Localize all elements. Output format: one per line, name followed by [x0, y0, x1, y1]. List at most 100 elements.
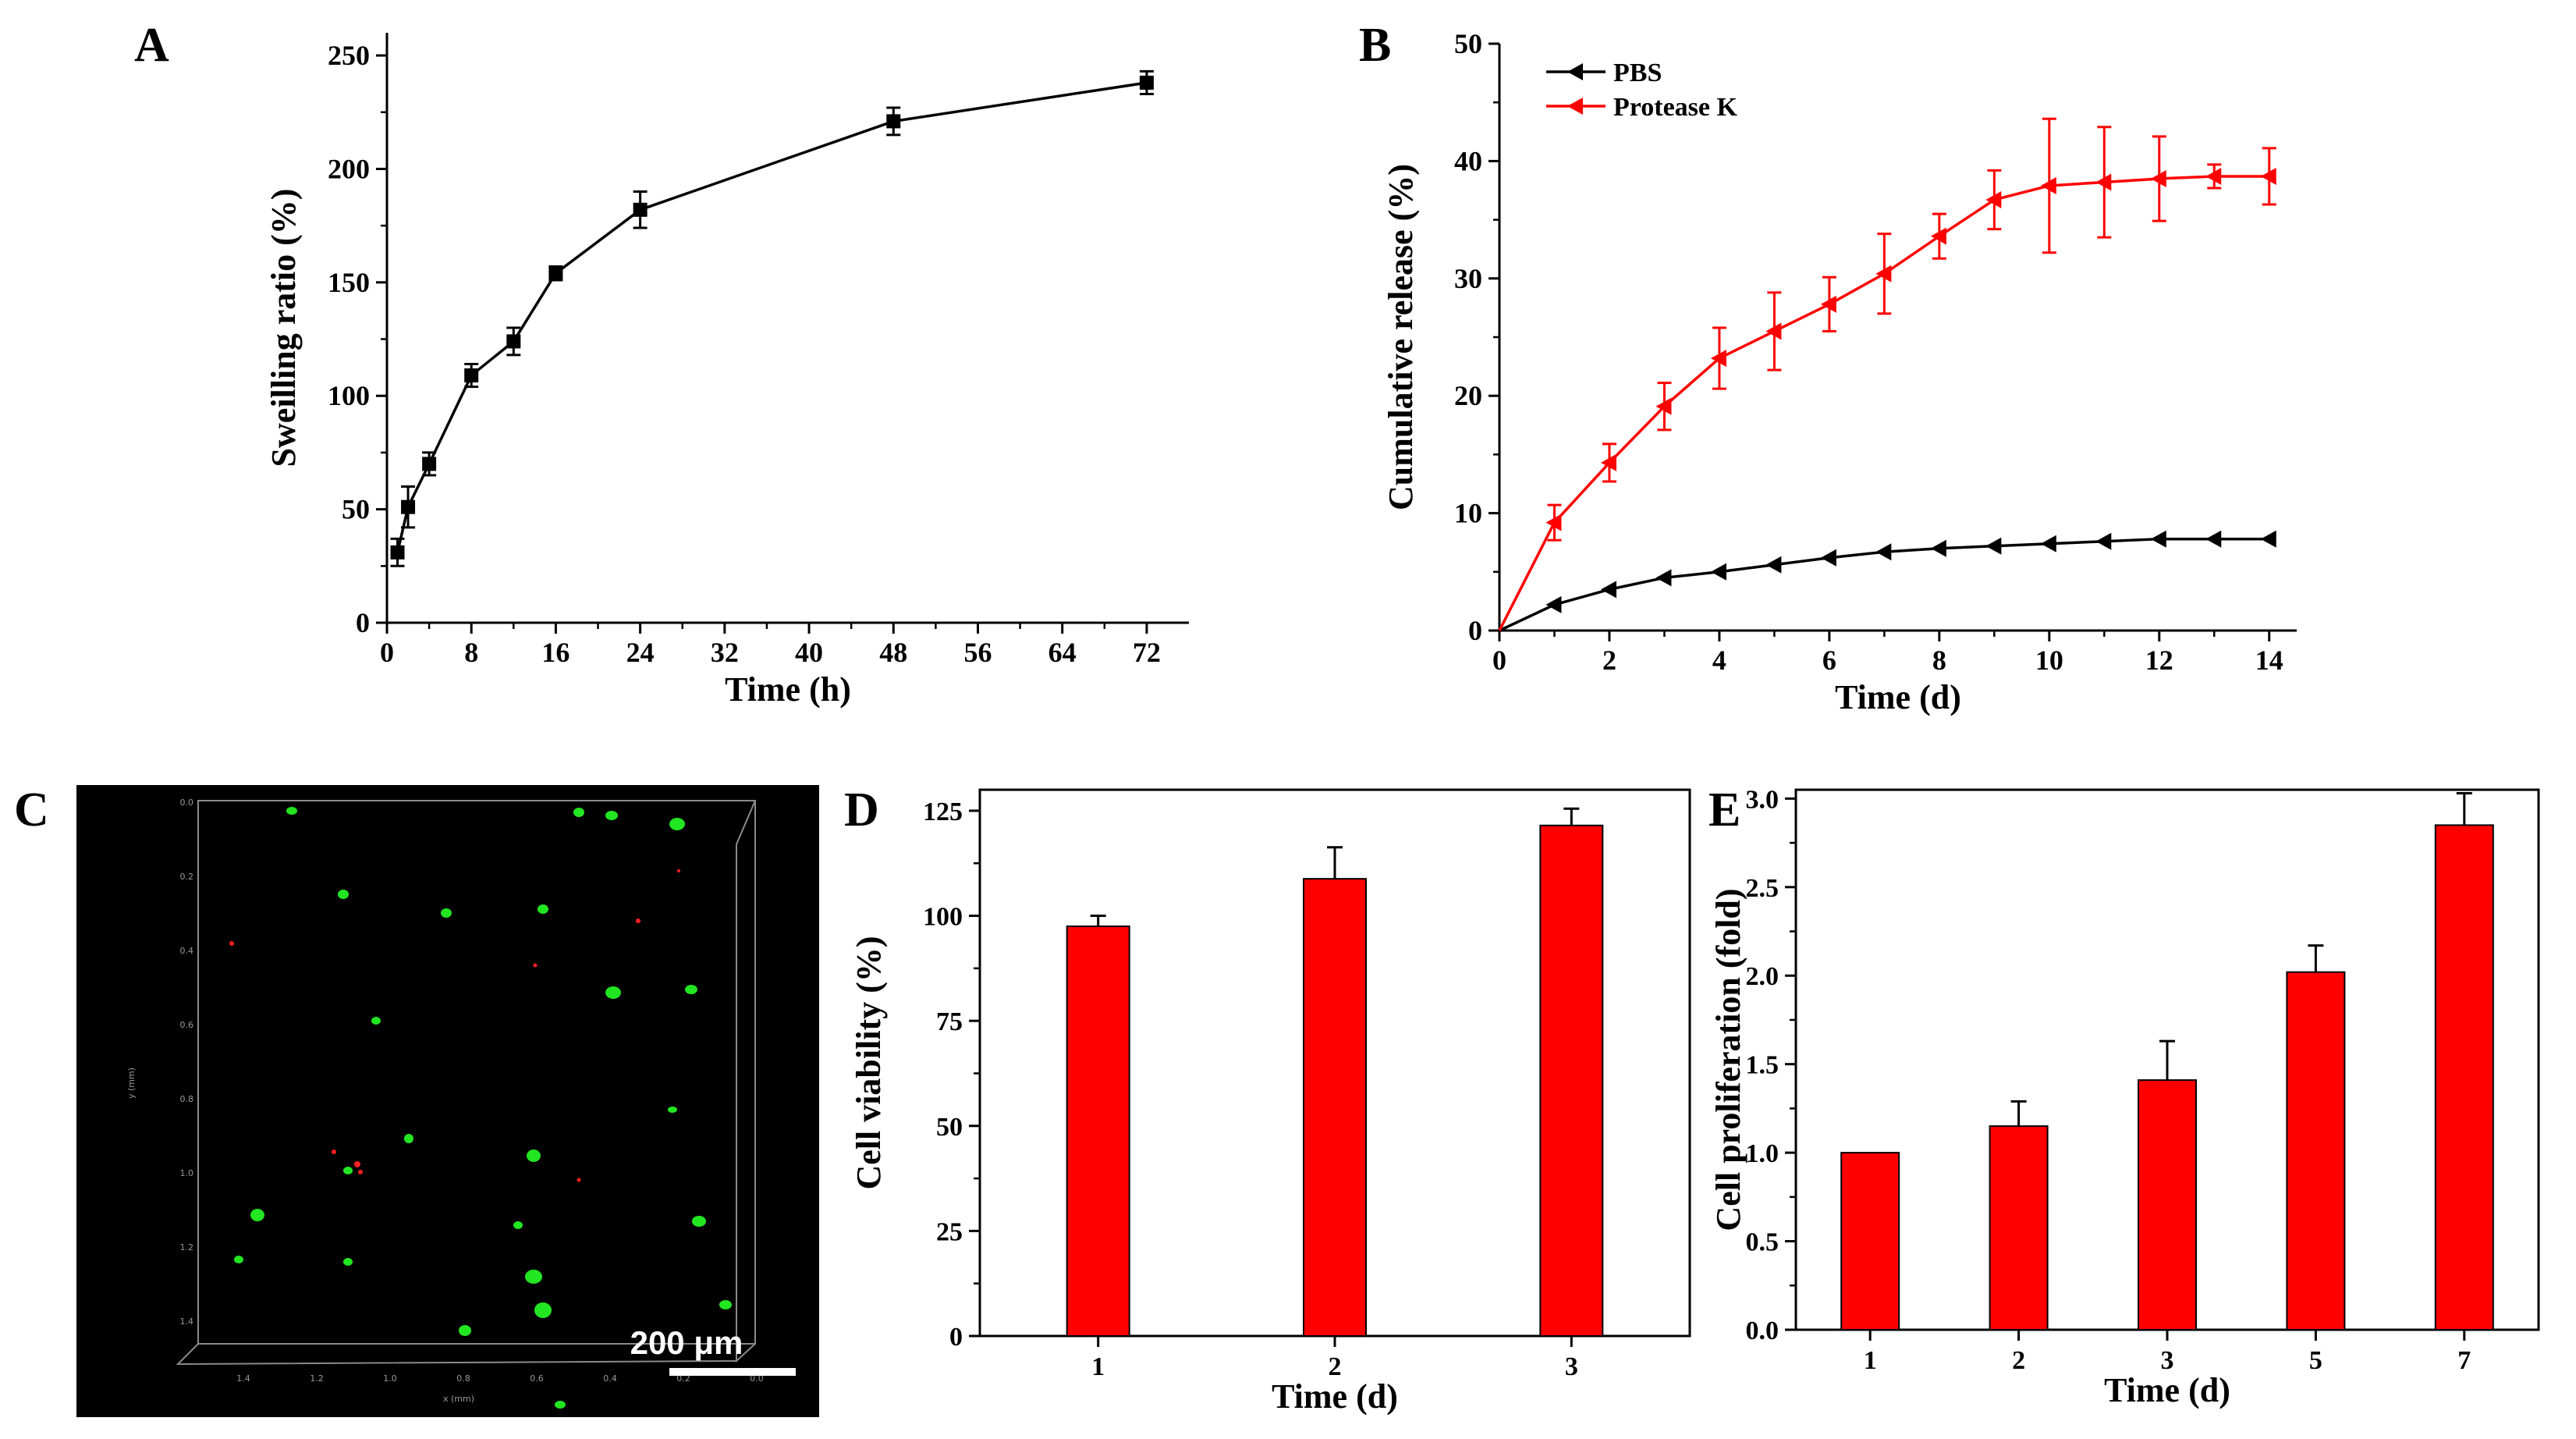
y-axis-title: Sweilling ratio (%)	[264, 189, 303, 467]
x-tick-label: 5	[2309, 1346, 2322, 1375]
bar-5	[2286, 971, 2346, 1331]
data-point	[390, 545, 405, 560]
live-cell	[338, 890, 349, 899]
data-point	[1875, 265, 1892, 282]
legend-marker	[1567, 63, 1583, 80]
data-point	[1600, 581, 1616, 599]
scale-bar-label: 200 μm	[630, 1324, 743, 1361]
micrograph-x-tick: 1.0	[383, 1373, 397, 1384]
y-tick-label: 2.5	[1746, 874, 1779, 903]
live-cell	[343, 1167, 353, 1174]
y-tick-label: 1.0	[1746, 1139, 1779, 1168]
x-tick-label: 2	[2012, 1346, 2025, 1375]
x-tick-label: 64	[1048, 637, 1077, 668]
x-axis-title: Time (d)	[1835, 678, 1961, 716]
dead-cell	[354, 1161, 360, 1167]
panel-label-e: E	[1708, 783, 1740, 837]
live-cell	[513, 1221, 523, 1229]
x-tick-label: 1	[1091, 1352, 1105, 1381]
data-point	[2260, 167, 2276, 185]
data-point	[1985, 191, 2002, 209]
y-tick-label: 50	[936, 1113, 963, 1142]
bar-2	[1303, 878, 1367, 1337]
micrograph-x-tick: 0.2	[676, 1373, 690, 1384]
x-tick-label: 72	[1133, 637, 1161, 668]
x-tick-label: 16	[541, 637, 569, 668]
series-line-0	[396, 81, 1148, 553]
legend-marker	[1567, 98, 1583, 115]
y-axis-title: Cell proliferation (fold)	[1709, 888, 1747, 1231]
x-tick-label: 3	[2161, 1346, 2174, 1375]
x-tick-label: 0	[1492, 645, 1506, 676]
bar-1	[1840, 1152, 1900, 1331]
data-point	[1930, 539, 1946, 557]
live-cell	[343, 1258, 353, 1266]
x-tick-label: 8	[1932, 645, 1946, 676]
panel-label-c: C	[14, 783, 49, 837]
x-axis-title: Time (d)	[2104, 1371, 2230, 1409]
data-point	[1710, 350, 1726, 368]
x-tick-label: 40	[795, 637, 823, 668]
y-tick-label: 0	[949, 1323, 963, 1352]
data-point	[2260, 530, 2276, 548]
data-point	[1545, 595, 1562, 613]
data-point	[2095, 173, 2112, 191]
y-tick-label: 40	[1454, 145, 1482, 176]
data-point	[1139, 75, 1154, 90]
data-point	[2150, 169, 2166, 187]
y-tick-label: 50	[1454, 28, 1482, 59]
micrograph-x-tick: 0.8	[456, 1373, 470, 1384]
y-tick-label: 0	[1468, 615, 1482, 646]
live-cell	[605, 986, 621, 999]
data-point	[2040, 535, 2056, 553]
live-cell	[527, 1149, 541, 1162]
chart-e-proliferation: 0.0 0.5 1.0 1.5 2.0 2.5 3.0 1 2 3 5 7 Time (d) Cell p…	[1709, 785, 2540, 1409]
data-point	[633, 202, 648, 217]
x-tick-label: 7	[2457, 1346, 2471, 1375]
live-cell	[286, 807, 297, 815]
micrograph-x-tick: 1.4	[236, 1373, 250, 1384]
data-point	[464, 368, 479, 383]
x-tick-label: 8	[464, 637, 478, 668]
micrograph-y-axis-label: y (mm)	[126, 1068, 137, 1099]
live-cell	[371, 1017, 381, 1025]
scale-bar	[669, 1368, 796, 1376]
data-point	[548, 266, 563, 281]
legend-label: PBS	[1613, 59, 1662, 87]
live-cell	[459, 1325, 471, 1336]
live-cell	[573, 808, 584, 817]
x-tick-label: 1	[1864, 1346, 1877, 1375]
panel-label-d: D	[844, 783, 879, 837]
data-point	[506, 334, 521, 349]
data-point	[1545, 513, 1562, 531]
bar-3	[2138, 1079, 2197, 1331]
x-tick-label: 12	[2145, 645, 2173, 676]
data-point	[1820, 549, 1836, 567]
micrograph-frame	[176, 800, 756, 1366]
micrograph-y-tick: 0.4	[180, 946, 194, 956]
y-tick-label: 150	[328, 267, 370, 298]
data-point	[2205, 530, 2222, 548]
bar-1	[1066, 926, 1130, 1337]
y-tick-label: 20	[1454, 380, 1482, 411]
data-point	[1765, 322, 1782, 340]
y-tick-label: 2.0	[1746, 962, 1779, 991]
y-tick-label: 30	[1454, 263, 1482, 294]
live-cell	[555, 1401, 566, 1409]
data-point	[1600, 453, 1616, 471]
chart-a-swelling: 0 50 100 150 200 250 0 8 16 24 32 40 48 56 64 72 Time (h…	[264, 33, 1189, 709]
micrograph-background	[76, 785, 819, 1417]
y-tick-label: 3.0	[1746, 785, 1779, 814]
y-tick-label: 0	[356, 607, 370, 638]
micrograph-y-tick: 1.0	[180, 1168, 194, 1178]
x-tick-label: 0	[380, 637, 394, 668]
x-tick-label: 14	[2255, 645, 2283, 676]
panel-label-b: B	[1359, 19, 1391, 72]
y-tick-label: 25	[936, 1217, 963, 1246]
bar-2	[1989, 1125, 2049, 1331]
x-axis-title: Time (h)	[725, 670, 851, 709]
live-cell	[534, 1302, 552, 1318]
data-point	[1875, 543, 1892, 561]
data-point	[2150, 530, 2166, 548]
